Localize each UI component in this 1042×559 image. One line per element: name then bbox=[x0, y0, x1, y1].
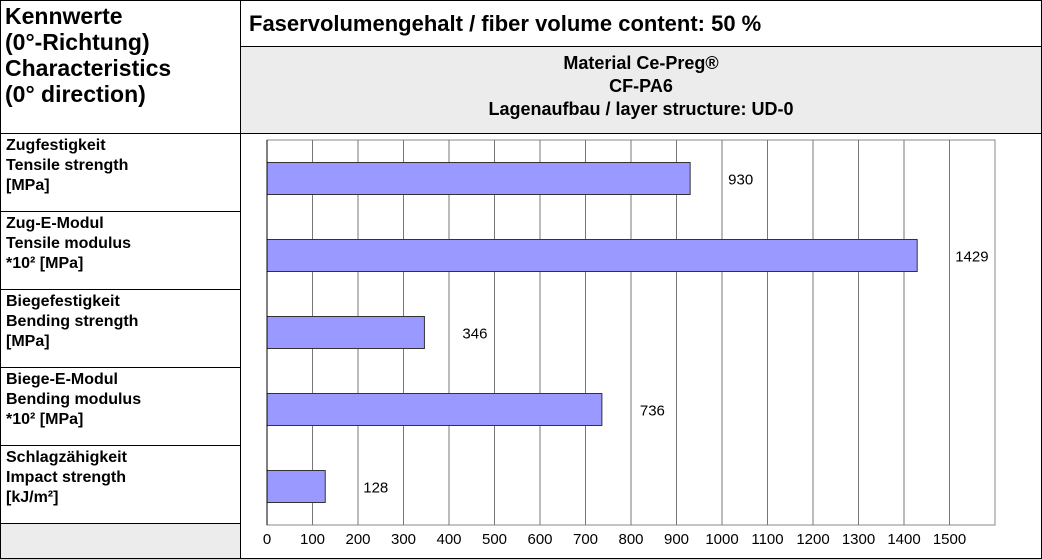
x-tick-label: 300 bbox=[391, 531, 416, 548]
x-tick-label: 900 bbox=[664, 531, 689, 548]
text-line: Bending strength bbox=[6, 313, 139, 330]
x-tick-label: 0 bbox=[263, 531, 271, 548]
text-line: (0°-Richtung) bbox=[5, 29, 150, 55]
x-tick-label: 600 bbox=[527, 531, 552, 548]
text-line: Tensile modulus bbox=[6, 235, 132, 252]
text-line: [kJ/m²] bbox=[6, 489, 59, 506]
text-line: (0° direction) bbox=[5, 81, 146, 107]
x-tick-label: 200 bbox=[345, 531, 370, 548]
row-label: Biegefestigkeit Bending strength [MPa] bbox=[0, 289, 241, 368]
text-line: Kennwerte bbox=[5, 3, 123, 29]
x-tick-label: 1000 bbox=[705, 531, 738, 548]
title-cell: Faservolumengehalt / fiber volume conten… bbox=[240, 0, 1042, 47]
text-line: Tensile strength bbox=[6, 157, 129, 174]
x-tick-label: 500 bbox=[482, 531, 507, 548]
header-cell: Kennwerte (0°-Richtung) Characteristics (0°… bbox=[0, 0, 241, 134]
value-label: 1429 bbox=[955, 248, 988, 265]
text-line: Bending modulus bbox=[6, 391, 142, 408]
bar bbox=[266, 393, 603, 426]
x-tick-label: 1300 bbox=[842, 531, 875, 548]
text-line: Impact strength bbox=[6, 469, 127, 486]
x-tick-label: 1400 bbox=[887, 531, 920, 548]
text-line: Schlagzähigkeit bbox=[6, 449, 127, 466]
x-tick-label: 700 bbox=[573, 531, 598, 548]
text-line: *10² [MPa] bbox=[6, 411, 84, 428]
text-line: [MPa] bbox=[6, 177, 50, 194]
x-tick-label: 1500 bbox=[933, 531, 966, 548]
value-label: 346 bbox=[462, 325, 487, 342]
text-line: Characteristics bbox=[5, 55, 172, 81]
x-tick-label: 1100 bbox=[751, 531, 783, 548]
text-line: Lagenaufbau / layer structure: UD-0 bbox=[488, 99, 794, 119]
row-label: Biege-E-Modul Bending modulus *10² [MPa] bbox=[0, 367, 241, 446]
bar bbox=[266, 239, 918, 272]
text-line: Biege-E-Modul bbox=[6, 371, 118, 388]
x-tick-label: 100 bbox=[300, 531, 325, 548]
text-line: Zug-E-Modul bbox=[6, 215, 104, 232]
text-line: Zugfestigkeit bbox=[6, 137, 106, 154]
bar bbox=[266, 162, 691, 195]
bar bbox=[266, 470, 326, 503]
x-tick-label: 400 bbox=[436, 531, 461, 548]
x-tick-label: 800 bbox=[618, 531, 643, 548]
value-label: 128 bbox=[363, 479, 388, 496]
text-line: Material Ce-Preg® bbox=[563, 53, 719, 73]
bar bbox=[266, 316, 425, 349]
text-line: Biegefestigkeit bbox=[6, 293, 120, 310]
text-line: *10² [MPa] bbox=[6, 255, 84, 272]
text-line: [MPa] bbox=[6, 333, 50, 350]
value-label: 930 bbox=[728, 171, 753, 188]
text-line: CF-PA6 bbox=[609, 76, 673, 96]
x-tick-label: 1200 bbox=[796, 531, 829, 548]
value-label: 736 bbox=[640, 402, 665, 419]
